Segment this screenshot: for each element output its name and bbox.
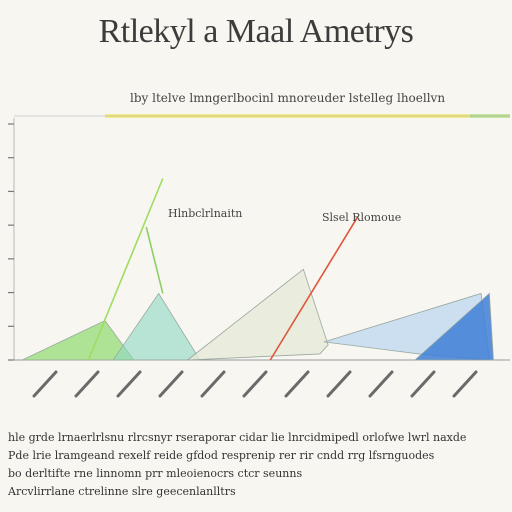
area-s1 (22, 320, 135, 361)
line-red-line (269, 217, 358, 361)
caption-line: Arcvlirrlane ctrelinne slre geecenlanllt… (8, 485, 236, 498)
area-s2 (112, 292, 201, 361)
caption-line: Pde lrie lramgeand rexelf reide gfdod re… (8, 449, 435, 462)
x-tick-label (452, 370, 478, 398)
line-green-drop (145, 226, 164, 294)
x-tick-label (74, 370, 100, 398)
caption-line: hle grde lrnaerlrlsnu rlrcsnyr rserapora… (8, 431, 467, 444)
legend-text: lby ltelve lmngerlbocinl mnoreuder lstel… (130, 91, 446, 105)
annotation-label: Slsel Rlomoue (322, 211, 401, 224)
line-green-peak (87, 178, 164, 361)
x-tick-label (32, 370, 58, 398)
x-tick-label (116, 370, 142, 398)
x-tick-label (326, 370, 352, 398)
x-tick-label (158, 370, 184, 398)
area-s3 (186, 268, 329, 361)
x-tick-label (368, 370, 394, 398)
x-tick-label (200, 370, 226, 398)
chart-title: Rtlekyl a Maal Ametrys (98, 13, 414, 50)
x-tick-label (284, 370, 310, 398)
x-tick-label (242, 370, 268, 398)
x-tick-label (410, 370, 436, 398)
annotation-label: Hlnbclrlnaitn (168, 207, 242, 220)
area-s5 (413, 292, 494, 361)
caption-line: bo derltifte rne linnomn prr mleoienocrs… (8, 467, 303, 480)
